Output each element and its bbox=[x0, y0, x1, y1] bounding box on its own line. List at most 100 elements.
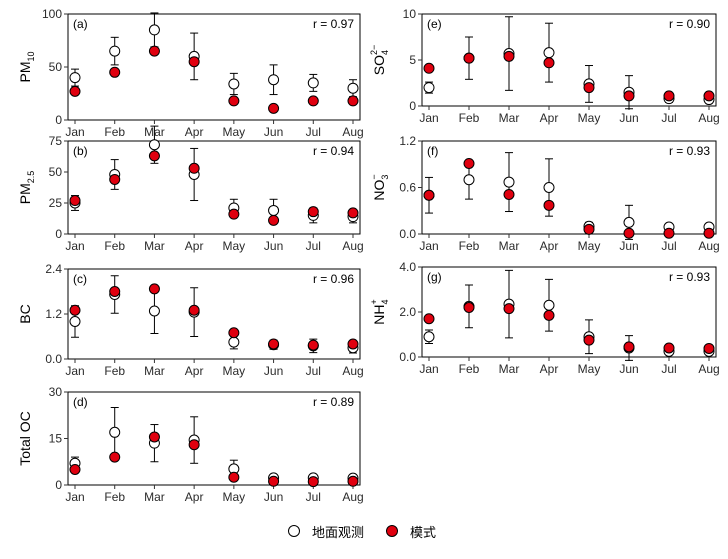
x-tick-label: Jul bbox=[661, 239, 676, 253]
model-point bbox=[268, 475, 280, 487]
x-tick-label: Jun bbox=[619, 111, 638, 125]
model-point bbox=[347, 95, 359, 107]
model-point bbox=[347, 338, 359, 350]
x-tick-label: Apr bbox=[185, 125, 204, 139]
observed-point bbox=[109, 45, 121, 57]
x-tick-label: Aug bbox=[698, 111, 719, 125]
x-tick-label: Jul bbox=[306, 125, 321, 139]
legend-item-observed: 地面观测 bbox=[288, 522, 364, 541]
model-point bbox=[703, 227, 715, 239]
model-point bbox=[423, 62, 435, 74]
model-point bbox=[663, 227, 675, 239]
model-point bbox=[463, 157, 475, 169]
model-point bbox=[623, 90, 635, 102]
x-tick-label: Jul bbox=[306, 364, 321, 378]
x-tick-label: Mar bbox=[144, 364, 165, 378]
panel-label: (a) bbox=[73, 17, 88, 31]
model-point bbox=[503, 188, 515, 200]
model-point bbox=[188, 162, 200, 174]
model-point bbox=[148, 283, 160, 295]
model-point bbox=[268, 214, 280, 226]
x-tick-label: May bbox=[578, 362, 601, 376]
model-point bbox=[268, 102, 280, 114]
model-point bbox=[148, 45, 160, 57]
x-tick-label: May bbox=[578, 111, 601, 125]
x-tick-label: Jul bbox=[661, 362, 676, 376]
observed-point bbox=[69, 72, 81, 84]
x-tick-label: Jan bbox=[65, 364, 84, 378]
y-tick-label: 0 bbox=[55, 478, 62, 492]
x-tick-label: Mar bbox=[144, 239, 165, 253]
x-tick-label: Jun bbox=[264, 364, 283, 378]
model-point bbox=[423, 189, 435, 201]
model-point bbox=[69, 85, 81, 97]
model-marker-icon bbox=[386, 525, 399, 537]
y-tick-label: 1.2 bbox=[399, 134, 416, 148]
y-tick-label: 15 bbox=[49, 432, 63, 446]
observed-point bbox=[543, 182, 555, 193]
x-tick-label: Aug bbox=[698, 362, 719, 376]
x-tick-label: Jan bbox=[419, 111, 438, 125]
observed-point bbox=[623, 216, 635, 228]
y-axis-label: NH4+ bbox=[369, 299, 390, 325]
x-tick-label: May bbox=[223, 125, 246, 139]
y-tick-label: 0 bbox=[55, 227, 62, 241]
model-point bbox=[583, 334, 595, 346]
x-tick-label: Feb bbox=[104, 125, 125, 139]
model-point bbox=[347, 207, 359, 219]
x-tick-label: Mar bbox=[499, 239, 520, 253]
x-tick-label: Apr bbox=[540, 239, 559, 253]
y-tick-label: 0.0 bbox=[45, 352, 62, 366]
x-tick-label: Aug bbox=[342, 125, 363, 139]
model-point bbox=[228, 327, 240, 339]
x-tick-label: Jan bbox=[65, 239, 84, 253]
y-axis-label: NO3− bbox=[369, 174, 390, 200]
y-tick-label: 75 bbox=[49, 134, 63, 148]
x-tick-label: Feb bbox=[459, 362, 480, 376]
observed-point bbox=[228, 336, 240, 348]
model-point bbox=[307, 476, 319, 488]
observed-point bbox=[463, 174, 475, 186]
observed-point bbox=[148, 24, 160, 36]
correlation-label: r = 0.90 bbox=[669, 17, 710, 31]
panel-f: 0.0 0.6 1.2 Jan Feb Mar Apr May Jun Jul Aug NO3− (f)… bbox=[369, 134, 720, 253]
model-point bbox=[463, 52, 475, 64]
x-tick-label: Jun bbox=[264, 125, 283, 139]
model-point bbox=[69, 464, 81, 475]
panel-label: (g) bbox=[427, 270, 442, 284]
model-point bbox=[188, 56, 200, 68]
observed-point bbox=[307, 77, 319, 89]
correlation-label: r = 0.96 bbox=[313, 272, 354, 286]
x-tick-label: Apr bbox=[185, 239, 204, 253]
x-tick-label: Jun bbox=[264, 239, 283, 253]
model-point bbox=[543, 57, 555, 69]
x-tick-label: Feb bbox=[459, 111, 480, 125]
y-tick-label: 2.4 bbox=[45, 262, 62, 276]
panel-label: (e) bbox=[427, 17, 442, 31]
y-tick-label: 1.2 bbox=[45, 307, 62, 321]
model-point bbox=[307, 206, 319, 218]
model-point bbox=[188, 439, 200, 451]
y-axis-label: SO42− bbox=[369, 45, 390, 76]
y-tick-label: 0.0 bbox=[399, 227, 416, 241]
model-point bbox=[583, 223, 595, 235]
legend: 地面观测 模式 bbox=[288, 521, 458, 541]
observed-point bbox=[423, 82, 435, 94]
y-axis-label: PM10 bbox=[17, 51, 36, 82]
y-tick-label: 50 bbox=[49, 60, 63, 74]
model-point bbox=[503, 50, 515, 62]
model-point bbox=[228, 208, 240, 220]
legend-item-model: 模式 bbox=[386, 522, 436, 541]
x-tick-label: Apr bbox=[185, 364, 204, 378]
x-tick-label: Jan bbox=[419, 239, 438, 253]
y-tick-label: 0 bbox=[55, 113, 62, 127]
panel-c: 0.0 1.2 2.4 Jan Feb Mar Apr May Jun Jul Aug BC (c) r … bbox=[17, 262, 364, 378]
model-point bbox=[663, 342, 675, 354]
model-point bbox=[423, 313, 435, 325]
observed-point bbox=[543, 47, 555, 59]
x-tick-label: Jan bbox=[65, 125, 84, 139]
model-point bbox=[188, 304, 200, 316]
